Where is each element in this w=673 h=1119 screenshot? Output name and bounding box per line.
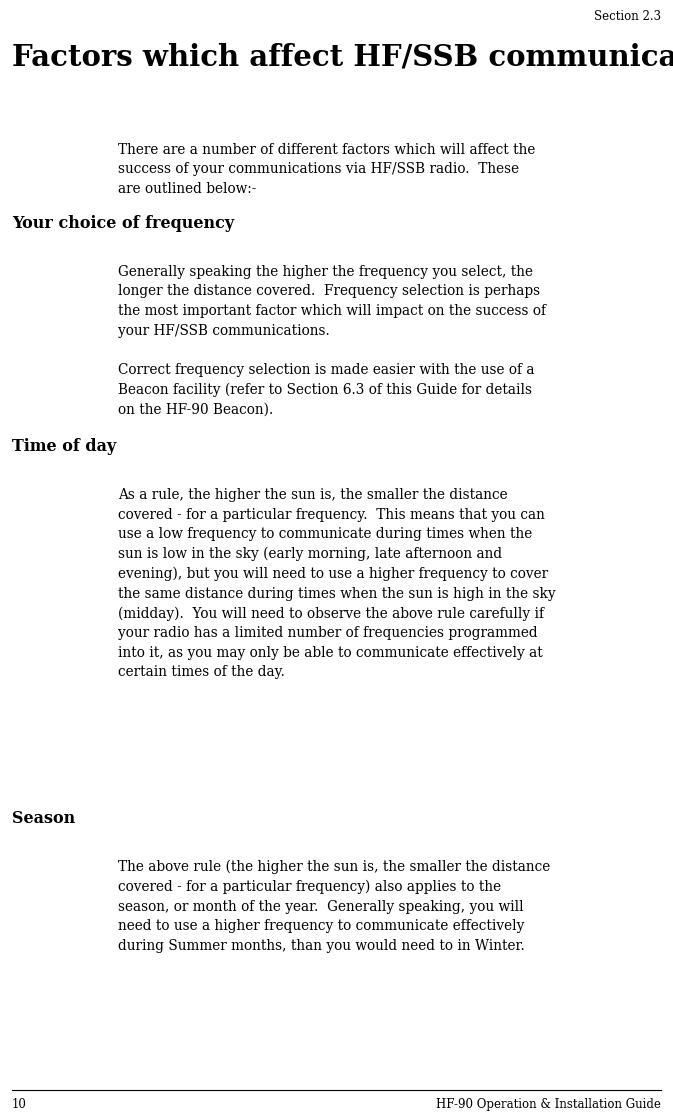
Text: Correct frequency selection is made easier with the use of a
Beacon facility (re: Correct frequency selection is made easi…: [118, 363, 534, 416]
Text: 10: 10: [12, 1098, 27, 1111]
Text: As a rule, the higher the sun is, the smaller the distance
covered - for a parti: As a rule, the higher the sun is, the sm…: [118, 488, 555, 679]
Text: Season: Season: [12, 810, 75, 827]
Text: Factors which affect HF/SSB communications: Factors which affect HF/SSB communicatio…: [12, 43, 673, 70]
Text: Time of day: Time of day: [12, 438, 116, 455]
Text: There are a number of different factors which will affect the
success of your co: There are a number of different factors …: [118, 143, 535, 196]
Text: The above rule (the higher the sun is, the smaller the distance
covered - for a : The above rule (the higher the sun is, t…: [118, 861, 550, 953]
Text: Generally speaking the higher the frequency you select, the
longer the distance : Generally speaking the higher the freque…: [118, 265, 546, 338]
Text: Your choice of frequency: Your choice of frequency: [12, 215, 234, 232]
Text: HF-90 Operation & Installation Guide: HF-90 Operation & Installation Guide: [436, 1098, 661, 1111]
Text: Section 2.3: Section 2.3: [594, 10, 661, 23]
